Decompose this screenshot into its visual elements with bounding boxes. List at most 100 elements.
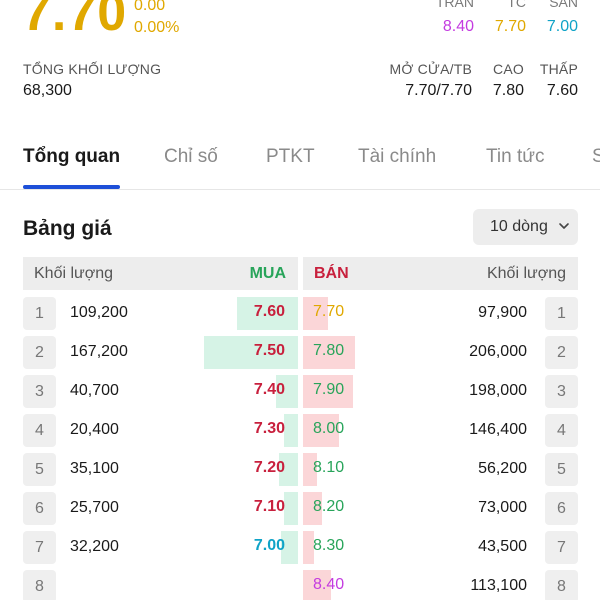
- buy-price: 7.20: [253, 459, 285, 476]
- total-volume: 68,300: [23, 82, 72, 99]
- buy-level-index: 5: [23, 453, 56, 486]
- sell-volume: 113,100: [470, 577, 527, 594]
- order-book-row: 3 40,700 7.40 7.90 198,000 3: [0, 373, 600, 409]
- sell-volume-bar: [303, 414, 339, 447]
- open-avg-value: 7.70/7.70: [405, 82, 472, 99]
- sell-price-header: BÁN: [314, 265, 349, 282]
- sell-price: 8.00: [313, 420, 345, 437]
- order-book-row: 1 109,200 7.60 7.70 97,900 1: [0, 295, 600, 331]
- low-value: 7.60: [546, 82, 578, 99]
- sell-volume: 43,500: [478, 538, 527, 555]
- buy-price: 7.00: [253, 537, 285, 554]
- buy-level-index: 3: [23, 375, 56, 408]
- sell-price: 7.80: [313, 342, 345, 359]
- rows-count-select[interactable]: 10 dòng: [473, 209, 578, 245]
- buy-header: Khối lượng MUA: [23, 257, 298, 290]
- buy-level-index: 4: [23, 414, 56, 447]
- sell-volume-bar: [303, 336, 355, 369]
- rows-count-value: 10 dòng: [490, 218, 548, 235]
- sell-price: 8.10: [313, 459, 345, 476]
- tab-indicators[interactable]: Chỉ số: [164, 146, 218, 167]
- buy-price: 7.30: [253, 420, 285, 437]
- chevron-down-icon: [559, 223, 569, 229]
- low-label: THẤP: [539, 61, 578, 77]
- price-change-percent: 0.00%: [134, 19, 180, 36]
- sell-level-index: 8: [545, 570, 578, 600]
- buy-volume: 35,100: [70, 460, 119, 477]
- buy-volume-bar: [276, 375, 298, 408]
- sell-price: 8.20: [313, 498, 345, 515]
- order-book-row: 5 35,100 7.20 8.10 56,200 5: [0, 451, 600, 487]
- sell-price: 8.30: [313, 537, 345, 554]
- ceiling-price: 8.40: [442, 18, 474, 35]
- sell-volume: 146,400: [469, 421, 527, 438]
- last-price: 7.70: [22, 0, 128, 42]
- order-book-row: 6 25,700 7.10 8.20 73,000 6: [0, 490, 600, 526]
- active-tab-indicator: [23, 185, 120, 189]
- buy-volume-header: Khối lượng: [34, 265, 114, 282]
- sell-volume: 56,200: [478, 460, 527, 477]
- tab-news[interactable]: Tin tức: [486, 146, 545, 167]
- open-avg-label: MỞ CỬA/TB: [389, 61, 472, 77]
- buy-price: 7.40: [253, 381, 285, 398]
- buy-level-index: 8: [23, 570, 56, 600]
- reference-label: TC: [507, 0, 526, 10]
- buy-volume: 40,700: [70, 382, 119, 399]
- floor-label: SÀN: [549, 0, 578, 10]
- order-book-row: 4 20,400 7.30 8.00 146,400 4: [0, 412, 600, 448]
- price-change: 0.00: [134, 0, 166, 14]
- sell-volume: 198,000: [469, 382, 527, 399]
- buy-volume-bar: [281, 531, 298, 564]
- reference-price: 7.70: [494, 18, 526, 35]
- sell-volume-bar: [303, 570, 331, 600]
- buy-volume-bar: [204, 336, 298, 369]
- sell-level-index: 6: [545, 492, 578, 525]
- order-book-title: Bảng giá: [23, 217, 112, 240]
- order-book-row: 8 8.40 113,100 8: [0, 568, 600, 600]
- buy-level-index: 1: [23, 297, 56, 330]
- sell-volume: 73,000: [478, 499, 527, 516]
- sell-volume-bar: [303, 297, 328, 330]
- sell-volume-bar: [303, 375, 353, 408]
- buy-price: 7.50: [253, 342, 285, 359]
- buy-price-header: MUA: [249, 265, 286, 282]
- sell-volume-bar: [303, 453, 317, 486]
- total-volume-label: TỔNG KHỐI LƯỢNG: [23, 61, 162, 77]
- buy-volume: 32,200: [70, 538, 119, 555]
- high-value: 7.80: [492, 82, 524, 99]
- sell-volume: 97,900: [478, 304, 527, 321]
- sell-price: 8.40: [313, 576, 345, 593]
- tab-overview[interactable]: Tổng quan: [23, 146, 121, 167]
- order-book-row: 7 32,200 7.00 8.30 43,500 7: [0, 529, 600, 565]
- sell-volume: 206,000: [469, 343, 527, 360]
- ceiling-label: TRẦN: [435, 0, 474, 10]
- sell-price: 7.90: [313, 381, 345, 398]
- buy-volume: 167,200: [70, 343, 128, 360]
- sell-volume-header: Khối lượng: [486, 265, 566, 282]
- sell-level-index: 4: [545, 414, 578, 447]
- sell-volume-bar: [303, 492, 322, 525]
- tab-financial[interactable]: Tài chính: [358, 146, 437, 167]
- sell-level-index: 5: [545, 453, 578, 486]
- buy-volume-bar: [279, 453, 298, 486]
- sell-level-index: 1: [545, 297, 578, 330]
- buy-level-index: 7: [23, 531, 56, 564]
- tab-more[interactable]: S: [592, 146, 600, 167]
- buy-level-index: 2: [23, 336, 56, 369]
- buy-volume-bar: [237, 297, 298, 330]
- buy-price: 7.60: [253, 303, 285, 320]
- buy-volume-bar: [284, 492, 298, 525]
- sell-level-index: 7: [545, 531, 578, 564]
- high-label: CAO: [493, 61, 524, 77]
- sell-level-index: 2: [545, 336, 578, 369]
- buy-price: 7.10: [253, 498, 285, 515]
- order-book-row: 2 167,200 7.50 7.80 206,000 2: [0, 334, 600, 370]
- sell-price: 7.70: [313, 303, 345, 320]
- buy-volume: 25,700: [70, 499, 119, 516]
- tab-technical[interactable]: PTKT: [266, 146, 315, 167]
- sell-level-index: 3: [545, 375, 578, 408]
- floor-price: 7.00: [546, 18, 578, 35]
- buy-volume-bar: [284, 414, 298, 447]
- buy-volume: 20,400: [70, 421, 119, 438]
- sell-volume-bar: [303, 531, 314, 564]
